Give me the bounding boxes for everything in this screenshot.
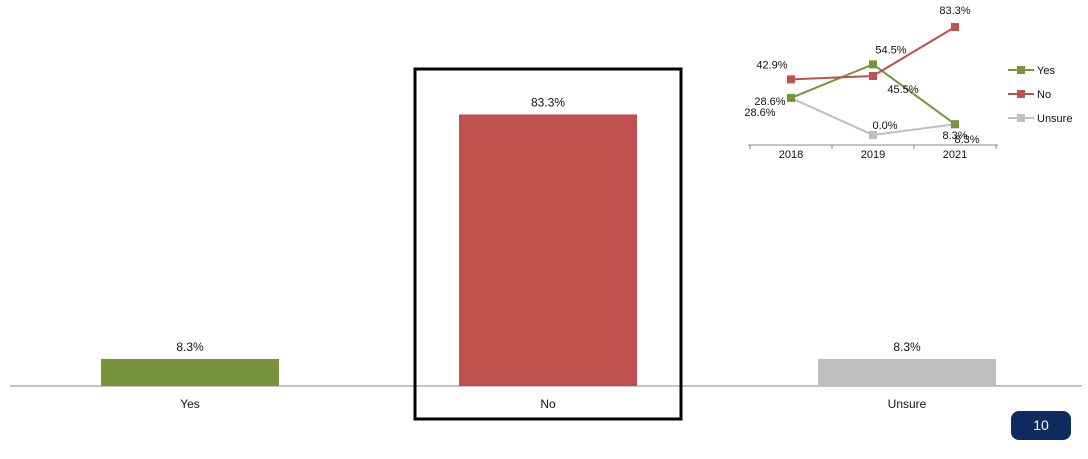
bar-yes xyxy=(101,358,279,386)
legend-marker-no xyxy=(1017,90,1025,98)
inset-x-tick-label-2021: 2021 xyxy=(943,149,967,161)
bar-unsure xyxy=(818,358,996,386)
bar-no xyxy=(459,114,637,386)
x-tick-label-unsure: Unsure xyxy=(888,397,927,411)
data-label-yes-2019: 54.5% xyxy=(875,44,906,56)
bar-value-label-no: 83.3% xyxy=(531,95,565,109)
point-no-2021 xyxy=(951,23,959,31)
data-label-no-2019: 45.5% xyxy=(887,84,918,96)
data-label-no-2018: 42.9% xyxy=(756,59,787,71)
bar-value-label-yes: 8.3% xyxy=(176,340,204,354)
bar-value-label-unsure: 8.3% xyxy=(893,340,921,354)
inset-x-tick-label-2019: 2019 xyxy=(861,149,885,161)
page-number-badge: 10 xyxy=(1011,411,1071,440)
point-no-2019 xyxy=(869,72,877,81)
legend-label-yes: Yes xyxy=(1037,65,1055,77)
legend-label-unsure: Unsure xyxy=(1037,113,1072,125)
bar-chart: 8.3% Yes 83.3% No 8.3% Unsure xyxy=(10,67,1082,421)
data-label-unsure-2018: 28.6% xyxy=(744,107,775,119)
highlight-box-no xyxy=(413,67,683,421)
legend-marker-yes xyxy=(1017,66,1025,74)
point-yes-2018 xyxy=(787,93,795,102)
point-unsure-2019 xyxy=(869,131,877,139)
x-tick-label-yes: Yes xyxy=(180,397,200,411)
point-yes-2019 xyxy=(869,60,877,69)
trend-line-chart: 2018 2019 2021 28.6% 54.5% 8.3% 42.9% 45.5% 83.3… xyxy=(744,5,1072,161)
data-label-unsure-2019: 0.0% xyxy=(872,120,897,132)
point-yes-2021 xyxy=(951,120,959,129)
data-label-yes-2018: 28.6% xyxy=(754,96,785,108)
data-label-yes-2021: 8.3% xyxy=(954,134,979,146)
point-no-2018 xyxy=(787,75,795,84)
legend-marker-unsure xyxy=(1017,114,1025,122)
data-label-unsure-2021: 8.3% xyxy=(942,130,967,142)
line-series-no xyxy=(790,26,956,81)
legend-label-no: No xyxy=(1037,89,1051,101)
inset-x-tick-label-2018: 2018 xyxy=(779,149,803,161)
data-label-no-2021: 83.3% xyxy=(939,5,970,17)
x-tick-label-no: No xyxy=(540,397,556,411)
